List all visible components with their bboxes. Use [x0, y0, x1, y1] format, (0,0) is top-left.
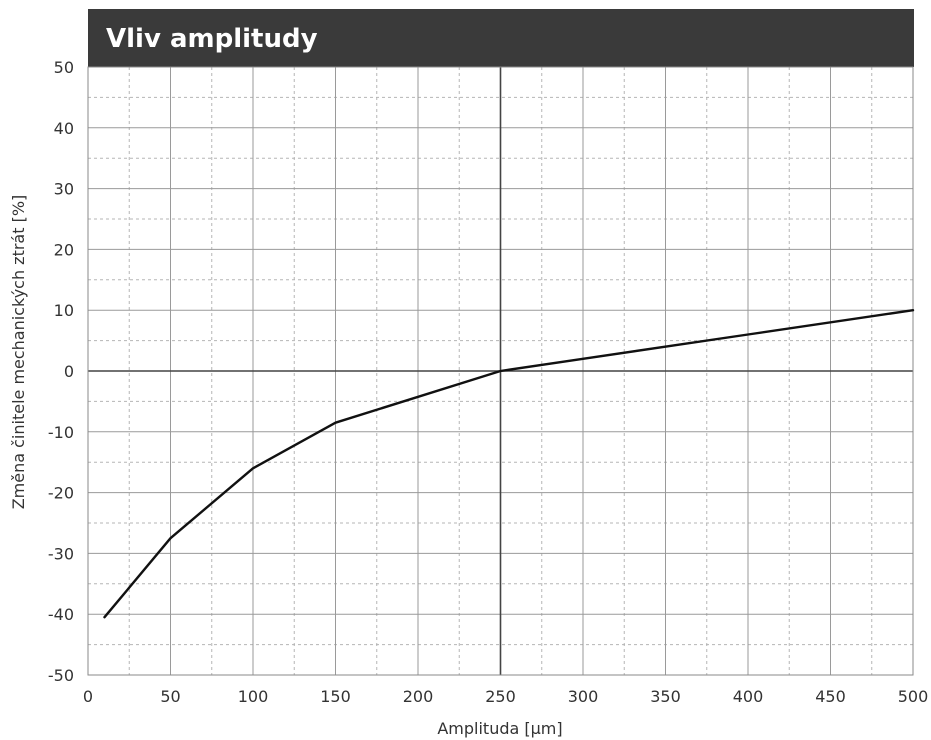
- title-bar: [88, 9, 914, 67]
- y-tick-label: 10: [54, 301, 74, 320]
- x-tick-labels: 0 50 100 150 200 250 300 350 400 450 500: [83, 687, 928, 706]
- y-tick-label: 0: [64, 362, 74, 381]
- x-tick-label: 100: [238, 687, 269, 706]
- y-tick-label: -30: [48, 544, 74, 563]
- y-tick-label: 40: [54, 119, 74, 138]
- y-tick-label: -20: [48, 484, 74, 503]
- y-tick-label: 50: [54, 58, 74, 77]
- series-line: [103, 309, 915, 619]
- x-tick-label: 150: [320, 687, 351, 706]
- y-tick-label: -10: [48, 423, 74, 442]
- series-layer: [103, 309, 915, 619]
- y-tick-label: -50: [48, 666, 74, 685]
- y-axis-label: Změna činitele mechanických ztrát [%]: [9, 195, 28, 510]
- x-tick-label: 300: [568, 687, 599, 706]
- y-tick-label: 20: [54, 240, 74, 259]
- x-tick-label: 200: [403, 687, 434, 706]
- y-tick-labels: 50 40 30 20 10 0 -10 -20 -30 -40 -50: [48, 58, 74, 685]
- x-tick-label: 0: [83, 687, 93, 706]
- x-tick-label: 350: [650, 687, 681, 706]
- x-tick-label: 250: [485, 687, 516, 706]
- minor-grid: [88, 67, 913, 675]
- y-tick-label: -40: [48, 605, 74, 624]
- x-tick-label: 50: [160, 687, 180, 706]
- x-tick-label: 400: [733, 687, 764, 706]
- x-axis-label: Amplituda [µm]: [437, 719, 562, 738]
- x-tick-label: 500: [898, 687, 929, 706]
- y-tick-label: 30: [54, 180, 74, 199]
- plot-frame: [87, 66, 914, 676]
- x-tick-label: 450: [815, 687, 846, 706]
- chart-title: Vliv amplitudy: [106, 24, 318, 54]
